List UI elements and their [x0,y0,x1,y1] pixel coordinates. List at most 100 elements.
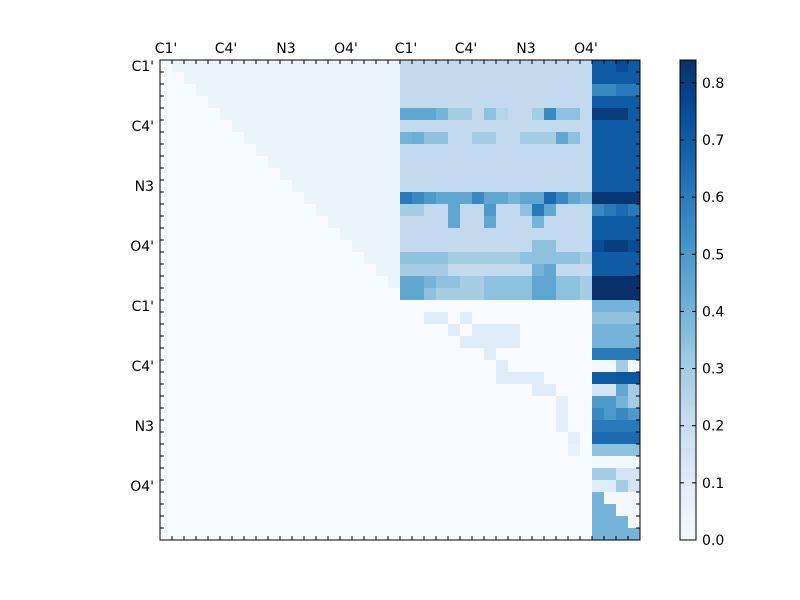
heatmap-cell [508,168,521,181]
heatmap-cell [628,528,641,541]
heatmap-cell [388,468,401,481]
heatmap-cell [628,396,641,409]
heatmap-cell [256,72,269,85]
heatmap-cell [580,72,593,85]
heatmap-cell [496,144,509,157]
heatmap-cell [628,468,641,481]
heatmap-cell [580,144,593,157]
heatmap-cell [172,492,185,505]
heatmap-cell [448,396,461,409]
heatmap-cell [172,384,185,397]
heatmap-cell [352,288,365,301]
heatmap-cell [172,516,185,529]
heatmap-cell [304,168,317,181]
heatmap-cell [532,60,545,73]
heatmap-cell [196,420,209,433]
heatmap-cell [436,60,449,73]
heatmap-cell [556,360,569,373]
heatmap-cell [508,108,521,121]
heatmap-cell [460,276,473,289]
heatmap-cell [280,396,293,409]
heatmap-cell [604,480,617,493]
heatmap-cell [244,348,257,361]
heatmap-cell [568,120,581,133]
heatmap-cell [400,480,413,493]
heatmap-cell [568,336,581,349]
heatmap-cell [580,84,593,97]
heatmap-cell [376,84,389,97]
heatmap-cell [364,144,377,157]
heatmap-cell [436,132,449,145]
heatmap-cell [496,132,509,145]
heatmap-cell [604,168,617,181]
heatmap-cell [328,168,341,181]
heatmap-cell [352,420,365,433]
heatmap-cell [580,336,593,349]
heatmap-cell [376,132,389,145]
heatmap-cell [496,528,509,541]
heatmap-cell [568,504,581,517]
heatmap-cell [268,156,281,169]
heatmap-cell [580,60,593,73]
heatmap-cell [292,132,305,145]
heatmap-cell [592,516,605,529]
heatmap-cell [352,516,365,529]
heatmap-cell [412,288,425,301]
heatmap-cell [424,432,437,445]
heatmap-cell [544,516,557,529]
heatmap-cell [340,384,353,397]
heatmap-cell [628,360,641,373]
heatmap-cell [496,336,509,349]
heatmap-cell [460,312,473,325]
heatmap-cell [196,72,209,85]
heatmap-cell [376,300,389,313]
heatmap-cell [448,216,461,229]
heatmap-cell [244,324,257,337]
heatmap-cell [316,204,329,217]
heatmap-cell [520,528,533,541]
heatmap-cell [208,324,221,337]
heatmap-cell [568,408,581,421]
heatmap-cell [412,360,425,373]
heatmap-cell [208,72,221,85]
heatmap-cell [376,252,389,265]
heatmap-cell [268,168,281,181]
heatmap-cell [592,312,605,325]
heatmap-cell [208,180,221,193]
heatmap-cell [304,444,317,457]
heatmap-cell [592,60,605,73]
heatmap-cell [628,60,641,73]
heatmap-cell [424,468,437,481]
heatmap-cell [352,504,365,517]
heatmap-cell [316,240,329,253]
heatmap-cell [520,96,533,109]
heatmap-cell [496,312,509,325]
heatmap-cell [460,324,473,337]
heatmap-cell [160,264,173,277]
heatmap-cell [580,264,593,277]
heatmap-cell [316,264,329,277]
heatmap-cell [388,432,401,445]
heatmap-cell [472,516,485,529]
heatmap-cell [568,156,581,169]
heatmap-cell [544,420,557,433]
heatmap-cell [448,492,461,505]
heatmap-cell [544,468,557,481]
colorbar-tick-label: 0.0 [702,533,724,549]
heatmap-cell [448,528,461,541]
heatmap-cell [316,252,329,265]
heatmap-cell [172,276,185,289]
heatmap-cell [256,384,269,397]
heatmap-cell [160,168,173,181]
heatmap-cell [352,168,365,181]
heatmap-cell [196,396,209,409]
heatmap-cell [568,324,581,337]
heatmap-cell [376,312,389,325]
heatmap-cell [304,144,317,157]
heatmap-cell [400,372,413,385]
heatmap-cell [616,276,629,289]
heatmap-cell [232,420,245,433]
heatmap-cell [412,384,425,397]
heatmap-cell [160,444,173,457]
heatmap-cell [544,204,557,217]
